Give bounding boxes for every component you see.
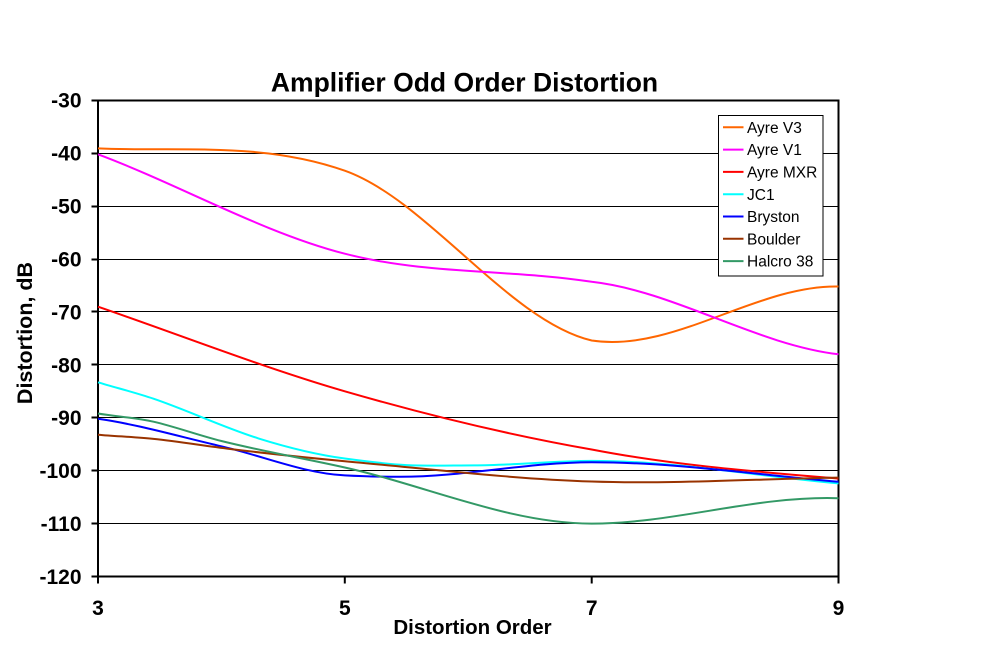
svg-text:7: 7 (586, 597, 598, 620)
svg-text:-120: -120 (39, 566, 81, 589)
svg-text:9: 9 (833, 597, 845, 620)
svg-text:Boulder: Boulder (747, 231, 800, 248)
svg-text:Ayre V3: Ayre V3 (747, 120, 802, 137)
svg-text:-50: -50 (51, 196, 81, 219)
svg-text:-70: -70 (51, 301, 81, 324)
svg-text:Halcro 38: Halcro 38 (747, 254, 813, 271)
svg-text:Ayre V1: Ayre V1 (747, 142, 802, 159)
svg-text:-80: -80 (51, 354, 81, 377)
svg-text:5: 5 (339, 597, 351, 620)
svg-text:Distortion Order: Distortion Order (393, 616, 551, 639)
svg-text:-100: -100 (39, 460, 81, 483)
svg-text:-40: -40 (51, 143, 81, 166)
svg-text:-90: -90 (51, 407, 81, 430)
svg-text:JC1: JC1 (747, 187, 775, 204)
svg-text:Bryston: Bryston (747, 209, 800, 226)
svg-text:Distortion, dB: Distortion, dB (13, 262, 37, 404)
svg-text:3: 3 (92, 597, 104, 620)
svg-text:Amplifier Odd Order Distortion: Amplifier Odd Order Distortion (271, 67, 658, 97)
svg-text:-110: -110 (41, 513, 82, 536)
svg-text:Ayre MXR: Ayre MXR (747, 165, 817, 182)
svg-text:-30: -30 (51, 90, 81, 113)
svg-text:-60: -60 (51, 248, 81, 271)
